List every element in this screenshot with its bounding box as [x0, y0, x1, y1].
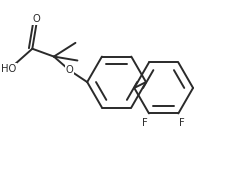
Text: F: F: [142, 118, 148, 128]
Text: O: O: [32, 14, 40, 24]
Text: O: O: [66, 65, 73, 75]
Text: F: F: [179, 118, 185, 128]
Text: HO: HO: [1, 64, 16, 74]
